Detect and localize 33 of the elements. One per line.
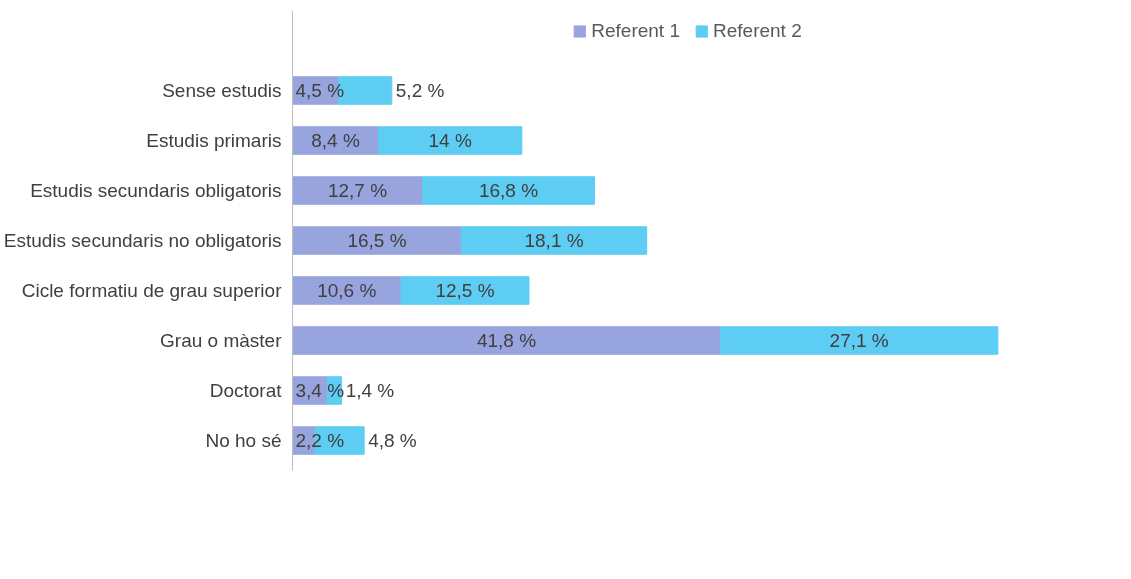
bar xyxy=(377,126,523,155)
data-label: 1,4 % xyxy=(345,380,395,401)
bar xyxy=(719,326,999,355)
y-tick-label: Estudis secundaris obligatoris xyxy=(30,180,282,201)
y-tick-label: No ho sé xyxy=(205,430,282,451)
bar xyxy=(400,276,530,305)
bar xyxy=(292,176,424,205)
data-label: 5,2 % xyxy=(395,80,445,101)
data-label: 8,4 % xyxy=(311,130,360,151)
y-tick-label: Estudis secundaris no obligatoris xyxy=(3,230,282,251)
legend-label: Referent 1 xyxy=(591,20,680,42)
bar xyxy=(422,176,595,205)
y-tick-label: Estudis primaris xyxy=(146,130,282,151)
data-label: 4,8 % xyxy=(368,430,417,451)
bar xyxy=(292,326,721,355)
data-label: 41,8 % xyxy=(476,330,537,351)
data-label: 27,1 % xyxy=(829,330,889,351)
data-label: 12,5 % xyxy=(435,280,495,301)
data-label: 4,5 % xyxy=(295,80,345,101)
data-label: 14 % xyxy=(428,130,472,151)
y-tick-label: Doctorat xyxy=(209,380,283,401)
legend-label: Referent 2 xyxy=(713,20,802,42)
data-label: 12,7 % xyxy=(327,180,388,201)
data-label: 16,8 % xyxy=(478,180,539,201)
y-tick-label: Grau o màster xyxy=(160,330,283,351)
data-label: 2,2 % xyxy=(295,430,345,451)
data-label: 16,5 % xyxy=(347,230,407,251)
y-tick-label: Cicle formatiu de grau superior xyxy=(21,280,283,301)
data-label: 10,6 % xyxy=(317,280,377,301)
bar xyxy=(292,226,462,255)
y-tick-label: Sense estudis xyxy=(162,80,282,101)
data-label: 18,1 % xyxy=(524,230,584,251)
bar xyxy=(460,226,648,255)
